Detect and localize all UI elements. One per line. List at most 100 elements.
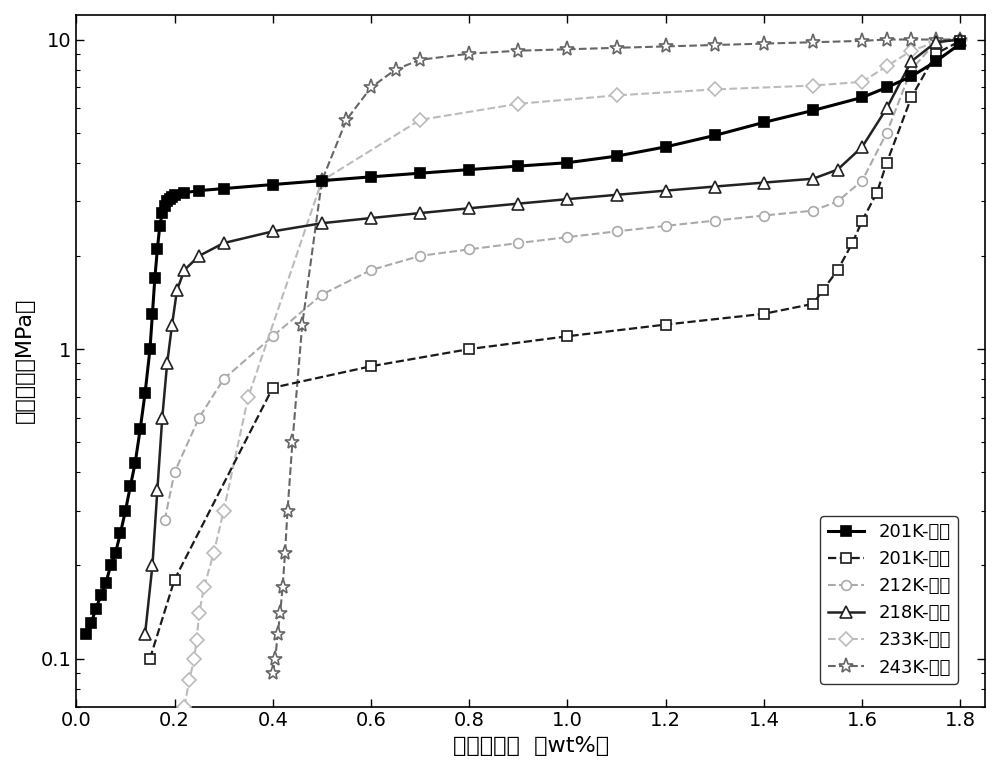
201K-放氢 [365, 362, 377, 371]
201K-吸氢 [90, 604, 102, 613]
243K-放氢 [954, 35, 966, 44]
201K-吸氢 [512, 161, 524, 170]
201K-吸氢 [156, 208, 168, 217]
212K-放氢 [905, 65, 917, 74]
201K-吸氢 [139, 389, 151, 398]
201K-吸氢 [881, 82, 893, 92]
212K-放氢 [611, 227, 623, 236]
201K-放氢 [832, 265, 844, 274]
243K-放氢 [279, 548, 291, 557]
233K-放氢 [807, 81, 819, 90]
233K-放氢 [856, 77, 868, 86]
218K-放氢 [881, 103, 893, 113]
201K-吸氢 [105, 561, 117, 570]
201K-吸氢 [134, 425, 146, 434]
233K-放氢 [188, 654, 200, 663]
201K-放氢 [846, 238, 858, 247]
243K-放氢 [269, 654, 281, 663]
201K-放氢 [930, 49, 942, 59]
Legend: 201K-吸氢, 201K-放氢, 212K-放氢, 218K-放氢, 233K-放氢, 243K-放氢: 201K-吸氢, 201K-放氢, 212K-放氢, 218K-放氢, 233K… [820, 516, 958, 684]
201K-吸氢 [660, 142, 672, 151]
Line: 243K-放氢: 243K-放氢 [265, 32, 968, 681]
243K-放氢 [267, 668, 279, 678]
218K-放氢 [193, 251, 205, 261]
Line: 201K-放氢: 201K-放氢 [145, 36, 965, 664]
233K-放氢 [709, 85, 721, 94]
201K-放氢 [169, 575, 181, 584]
201K-吸氢 [85, 619, 97, 628]
Line: 212K-放氢: 212K-放氢 [160, 37, 941, 525]
201K-放氢 [463, 345, 475, 354]
243K-放氢 [930, 35, 942, 44]
201K-吸氢 [166, 192, 178, 201]
201K-吸氢 [193, 186, 205, 195]
243K-放氢 [807, 38, 819, 47]
233K-放氢 [954, 35, 966, 44]
201K-放氢 [561, 332, 573, 341]
212K-放氢 [758, 211, 770, 221]
233K-放氢 [193, 609, 205, 618]
243K-放氢 [286, 438, 298, 447]
218K-放氢 [171, 285, 183, 295]
212K-放氢 [316, 290, 328, 299]
243K-放氢 [340, 115, 352, 124]
218K-放氢 [660, 186, 672, 195]
243K-放氢 [390, 65, 402, 74]
Line: 233K-放氢: 233K-放氢 [179, 35, 965, 712]
218K-放氢 [267, 227, 279, 236]
233K-放氢 [191, 635, 203, 645]
212K-放氢 [561, 233, 573, 242]
201K-吸氢 [114, 528, 126, 537]
212K-放氢 [832, 197, 844, 206]
212K-放氢 [365, 265, 377, 274]
233K-放氢 [242, 392, 254, 402]
212K-放氢 [159, 516, 171, 525]
201K-放氢 [856, 216, 868, 225]
201K-吸氢 [146, 309, 158, 318]
243K-放氢 [296, 320, 308, 329]
218K-放氢 [758, 178, 770, 187]
201K-吸氢 [758, 118, 770, 127]
243K-放氢 [463, 49, 475, 59]
201K-吸氢 [178, 188, 190, 197]
218K-放氢 [178, 265, 190, 274]
243K-放氢 [561, 45, 573, 54]
243K-放氢 [512, 46, 524, 56]
218K-放氢 [856, 142, 868, 151]
201K-吸氢 [129, 458, 141, 467]
201K-吸氢 [463, 165, 475, 174]
201K-吸氢 [218, 184, 230, 194]
218K-放氢 [561, 194, 573, 204]
212K-放氢 [856, 176, 868, 185]
201K-吸氢 [144, 345, 156, 354]
201K-吸氢 [316, 176, 328, 185]
233K-放氢 [611, 91, 623, 100]
201K-吸氢 [365, 172, 377, 181]
233K-放氢 [178, 702, 190, 711]
212K-放氢 [512, 238, 524, 247]
233K-放氢 [183, 676, 195, 685]
201K-吸氢 [110, 548, 122, 557]
201K-放氢 [954, 36, 966, 45]
233K-放氢 [218, 507, 230, 516]
201K-吸氢 [930, 57, 942, 66]
218K-放氢 [365, 214, 377, 223]
243K-放氢 [905, 35, 917, 44]
218K-放氢 [611, 190, 623, 200]
233K-放氢 [414, 115, 426, 124]
212K-放氢 [930, 38, 942, 47]
201K-吸氢 [159, 201, 171, 210]
243K-放氢 [316, 176, 328, 185]
218K-放氢 [463, 204, 475, 213]
Line: 218K-放氢: 218K-放氢 [140, 34, 966, 640]
201K-吸氢 [151, 244, 163, 254]
212K-放氢 [414, 251, 426, 261]
201K-放氢 [660, 320, 672, 329]
218K-放氢 [139, 629, 151, 638]
243K-放氢 [277, 583, 289, 592]
218K-放氢 [414, 208, 426, 217]
243K-放氢 [274, 609, 286, 618]
201K-放氢 [807, 299, 819, 308]
233K-放氢 [198, 583, 210, 592]
243K-放氢 [611, 43, 623, 52]
